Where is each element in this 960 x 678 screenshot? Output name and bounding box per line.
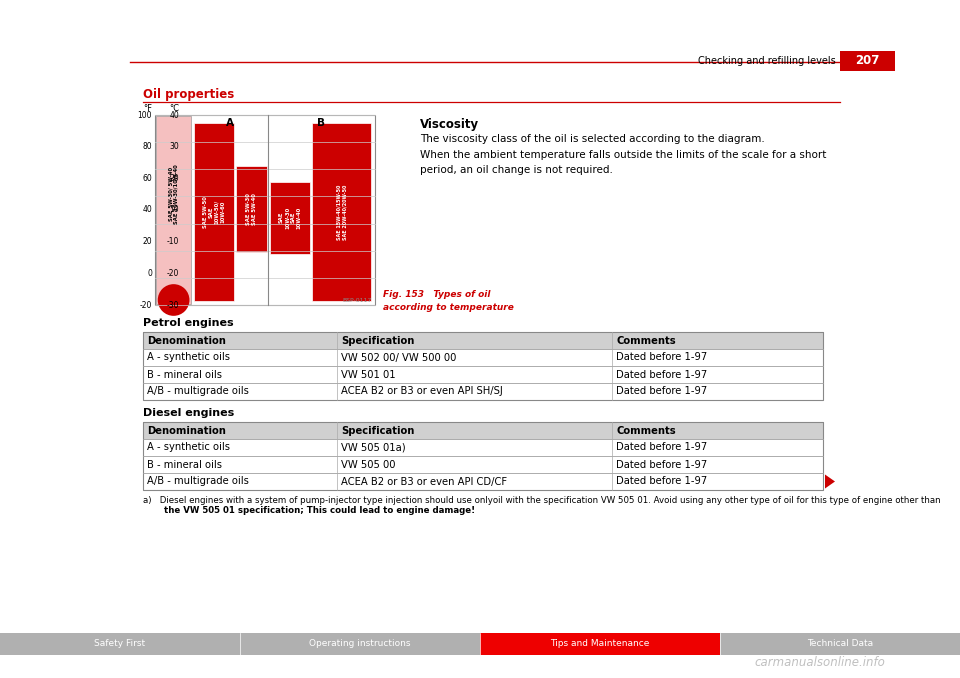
Text: Diesel engines: Diesel engines bbox=[143, 408, 234, 418]
Text: 30: 30 bbox=[169, 142, 179, 151]
Text: 0: 0 bbox=[147, 269, 152, 278]
Text: 20: 20 bbox=[169, 174, 179, 183]
Bar bbox=[194, 123, 234, 301]
Text: B: B bbox=[317, 118, 324, 128]
Text: Oil properties: Oil properties bbox=[143, 88, 234, 101]
Text: -20: -20 bbox=[139, 300, 152, 309]
Text: 60: 60 bbox=[142, 174, 152, 183]
Bar bbox=[143, 456, 823, 473]
Text: When the ambient temperature falls outside the limits of the scale for a short
p: When the ambient temperature falls outsi… bbox=[420, 150, 827, 175]
Polygon shape bbox=[825, 475, 835, 489]
Bar bbox=[143, 439, 823, 456]
Text: A/B - multigrade oils: A/B - multigrade oils bbox=[147, 386, 249, 397]
Bar bbox=[143, 349, 823, 366]
Text: 40: 40 bbox=[169, 111, 179, 119]
Text: ACEA B2 or B3 or even API CD/CF: ACEA B2 or B3 or even API CD/CF bbox=[341, 477, 507, 487]
Bar bbox=[143, 383, 823, 400]
Text: Dated before 1-97: Dated before 1-97 bbox=[616, 370, 708, 380]
Bar bbox=[270, 182, 310, 254]
Text: 20: 20 bbox=[142, 237, 152, 246]
Text: ACEA B2 or B3 or even API SH/SJ: ACEA B2 or B3 or even API SH/SJ bbox=[341, 386, 502, 397]
Text: SAE
10W-30
SAE
10W-40: SAE 10W-30 SAE 10W-40 bbox=[279, 207, 301, 228]
Text: Dated before 1-97: Dated before 1-97 bbox=[616, 460, 708, 469]
Text: A: A bbox=[227, 118, 234, 128]
Text: Comments: Comments bbox=[616, 426, 676, 435]
Bar bbox=[143, 332, 823, 400]
Text: Checking and refilling levels: Checking and refilling levels bbox=[698, 56, 836, 66]
Text: according to temperature: according to temperature bbox=[383, 303, 514, 312]
Bar bbox=[236, 166, 267, 252]
Text: Dated before 1-97: Dated before 1-97 bbox=[616, 477, 708, 487]
Text: BSP-0117: BSP-0117 bbox=[343, 298, 372, 303]
Bar bbox=[313, 123, 371, 301]
Text: Specification: Specification bbox=[341, 336, 414, 346]
Bar bbox=[240, 633, 480, 655]
Text: Dated before 1-97: Dated before 1-97 bbox=[616, 386, 708, 397]
Text: a)   Diesel engines with a system of pump-injector type injection should use onl: a) Diesel engines with a system of pump-… bbox=[143, 496, 941, 505]
Text: VW 501 01: VW 501 01 bbox=[341, 370, 396, 380]
Bar bbox=[0, 633, 240, 655]
Text: °C: °C bbox=[169, 104, 179, 113]
Text: A/B - multigrade oils: A/B - multigrade oils bbox=[147, 477, 249, 487]
Text: Safety First: Safety First bbox=[94, 639, 146, 648]
Text: SAE 5W-30/ 5W-40
SAE 10W-30/10W-40: SAE 5W-30/ 5W-40 SAE 10W-30/10W-40 bbox=[168, 165, 179, 224]
Text: Dated before 1-97: Dated before 1-97 bbox=[616, 443, 708, 452]
Text: Denomination: Denomination bbox=[147, 336, 226, 346]
Text: VW 502 00/ VW 500 00: VW 502 00/ VW 500 00 bbox=[341, 353, 456, 363]
Text: Tips and Maintenance: Tips and Maintenance bbox=[550, 639, 650, 648]
Text: Denomination: Denomination bbox=[147, 426, 226, 435]
Bar bbox=[480, 633, 720, 655]
Text: The viscosity class of the oil is selected according to the diagram.: The viscosity class of the oil is select… bbox=[420, 134, 765, 144]
Text: -10: -10 bbox=[167, 237, 179, 246]
Text: Comments: Comments bbox=[616, 336, 676, 346]
Bar bbox=[143, 332, 823, 349]
Text: -20: -20 bbox=[167, 269, 179, 278]
Text: A - synthetic oils: A - synthetic oils bbox=[147, 353, 230, 363]
Text: 100: 100 bbox=[137, 111, 152, 119]
Text: 40: 40 bbox=[142, 205, 152, 214]
Text: Operating instructions: Operating instructions bbox=[309, 639, 411, 648]
Text: °F: °F bbox=[143, 104, 152, 113]
Bar bbox=[720, 633, 960, 655]
Bar bbox=[155, 115, 375, 305]
Text: 10: 10 bbox=[169, 205, 179, 214]
Bar bbox=[143, 422, 823, 490]
Text: -30: -30 bbox=[166, 300, 179, 309]
Text: Petrol engines: Petrol engines bbox=[143, 318, 233, 328]
Bar bbox=[840, 51, 895, 71]
Text: B - mineral oils: B - mineral oils bbox=[147, 370, 222, 380]
Bar bbox=[143, 422, 823, 439]
Text: 207: 207 bbox=[854, 54, 879, 68]
Text: B - mineral oils: B - mineral oils bbox=[147, 460, 222, 469]
Bar bbox=[143, 366, 823, 383]
Bar bbox=[156, 116, 191, 304]
Text: SAE 5W-30
SAE 5W-40: SAE 5W-30 SAE 5W-40 bbox=[246, 193, 256, 225]
Text: Technical Data: Technical Data bbox=[807, 639, 873, 648]
Text: SAE 15W-40/15W-50
SAE 20W-40/20W-50: SAE 15W-40/15W-50 SAE 20W-40/20W-50 bbox=[336, 184, 348, 239]
Text: VW 505 00: VW 505 00 bbox=[341, 460, 396, 469]
Text: Viscosity: Viscosity bbox=[420, 118, 479, 131]
Text: SAE 5W-50
SAE
10W-50/
10W-60: SAE 5W-50 SAE 10W-50/ 10W-60 bbox=[203, 196, 226, 228]
Text: Dated before 1-97: Dated before 1-97 bbox=[616, 353, 708, 363]
Text: the VW 505 01 specification; This could lead to engine damage!: the VW 505 01 specification; This could … bbox=[143, 506, 475, 515]
Circle shape bbox=[157, 284, 189, 316]
Text: Specification: Specification bbox=[341, 426, 414, 435]
Text: Fig. 153   Types of oil: Fig. 153 Types of oil bbox=[383, 290, 491, 299]
Text: A - synthetic oils: A - synthetic oils bbox=[147, 443, 230, 452]
Text: VW 505 01a): VW 505 01a) bbox=[341, 443, 405, 452]
Text: carmanualsonline.info: carmanualsonline.info bbox=[755, 656, 885, 669]
Text: 80: 80 bbox=[142, 142, 152, 151]
Bar bbox=[143, 473, 823, 490]
